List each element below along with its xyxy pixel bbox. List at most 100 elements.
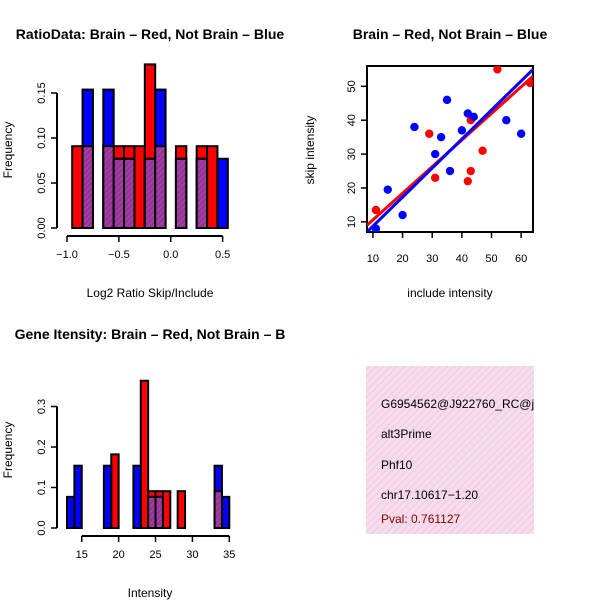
scatter-point-not-brain-1 <box>383 185 392 194</box>
ratio-y-tick-label-1: 0.05 <box>36 172 48 193</box>
ratio-overlap-bar-1 <box>102 145 115 229</box>
gene-intensity-ylabel: Frequency <box>1 422 15 479</box>
ratio-overlap-bar-4 <box>143 157 157 229</box>
scatter-plot-frame <box>366 65 534 233</box>
intensity-x-tick-label-1: 20 <box>113 549 125 561</box>
ratio-overlap-bar-5 <box>154 145 167 229</box>
scatter-xlabel: include intensity <box>407 286 492 300</box>
ratio-overlap-bar-6 <box>174 157 188 229</box>
scatter-fit-line-not-brain <box>367 68 533 232</box>
intensity-bar-not-brain-1 <box>73 464 83 529</box>
ratio-histogram-title: RatioData: Brain – Red, Not Brain – Blue <box>16 26 285 42</box>
ratio-bar-not-brain-8 <box>216 157 229 229</box>
scatter-point-not-brain-4 <box>430 149 440 159</box>
scatter-y-tick-label-3: 40 <box>346 114 358 126</box>
scatter-point-not-brain-5 <box>436 132 446 142</box>
intensity-bar-not-brain-3 <box>132 464 142 529</box>
scatter-title: Brain – Red, Not Brain – Blue <box>353 26 548 42</box>
intensity-bar-not-brain-0 <box>66 495 76 529</box>
scatter-y-tick-label-0: 10 <box>346 216 358 228</box>
ratio-y-tick-label-3: 0.15 <box>36 82 48 103</box>
scatter-ylabel: skip intensity <box>303 116 317 185</box>
intensity-bar-not-brain-7 <box>220 495 231 529</box>
scatter-x-tick-label-1: 20 <box>396 253 408 265</box>
intensity-y-tick-label-2: 0.2 <box>36 439 48 454</box>
intensity-y-tick-label-0: 0.0 <box>36 520 48 535</box>
ratio-bar-brain-0 <box>71 145 84 229</box>
intensity-overlap-bar-2 <box>213 490 223 529</box>
intensity-y-tick-label-3: 0.3 <box>36 399 48 414</box>
ratio-bar-brain-10 <box>206 145 219 229</box>
intensity-x-tick-label-3: 30 <box>186 549 198 561</box>
ratio-y-tick-label-0: 0.00 <box>36 217 48 238</box>
ratio-x-tick-label-2: 0.0 <box>163 249 178 261</box>
gene-name-text: Phf10 <box>381 458 413 472</box>
gene-intensity-xlabel: Intensity <box>128 586 173 600</box>
scatter-point-brain-0 <box>371 205 381 215</box>
scatter-point-brain-6 <box>478 146 487 155</box>
intensity-overlap-bar-0 <box>147 495 157 529</box>
ratio-overlap-bar-3 <box>123 157 136 229</box>
ratio-histogram-bars <box>71 63 229 229</box>
scatter-point-brain-1 <box>425 129 434 138</box>
scatter-point-brain-2 <box>430 173 440 182</box>
info-box-background <box>366 366 534 534</box>
scatter-point-not-brain-7 <box>445 166 455 176</box>
gene-intensity-axes: 15 20 25 30 35 0.0 0.1 0.2 0.3 <box>36 399 235 561</box>
intensity-scatter-panel: Brain – Red, Not Brain – Blue 10 20 30 40 50… <box>303 26 547 300</box>
scatter-y-tick-label-1: 20 <box>346 182 358 194</box>
pvalue-text: Pval: 0.761127 <box>381 512 460 526</box>
intensity-x-tick-label-0: 15 <box>76 549 88 561</box>
scatter-axes: 10 20 30 40 50 60 10 20 30 40 50 <box>346 80 527 265</box>
ratio-overlap-bar-7 <box>195 157 209 229</box>
scatter-point-brain-3 <box>463 176 472 186</box>
ratio-histogram-ylabel: Frequency <box>1 122 15 179</box>
probe-id-text: G6954562@J922760_RC@j_at <box>381 397 551 411</box>
ratio-y-tick-label-2: 0.10 <box>36 127 48 148</box>
scatter-point-not-brain-6 <box>442 95 452 105</box>
scatter-y-tick-label-2: 30 <box>346 148 358 160</box>
probe-info-box: G6954562@J922760_RC@j_at alt3Prime Phf10… <box>366 366 551 534</box>
ratio-histogram-axes: −1.0 −0.5 0.0 0.5 0.00 0.05 0.10 0.15 <box>36 82 230 261</box>
scatter-point-not-brain-12 <box>516 129 526 138</box>
ratio-histogram-xlabel: Log2 Ratio Skip/Include <box>87 286 214 300</box>
ratio-x-tick-label-0: −1.0 <box>56 249 78 261</box>
ratio-overlap-bar-0 <box>81 145 94 229</box>
scatter-point-not-brain-8 <box>457 126 467 135</box>
scatter-x-tick-label-2: 30 <box>426 253 438 265</box>
scatter-point-brain-8 <box>525 78 533 88</box>
ratio-bar-brain-5 <box>133 145 146 229</box>
event-type-text: alt3Prime <box>381 427 432 441</box>
scatter-point-not-brain-0 <box>371 224 381 232</box>
ratio-histogram-panel: RatioData: Brain – Red, Not Brain – Blue… <box>1 26 284 300</box>
chromosome-location-text: chr17.10617−1.20 <box>381 488 478 502</box>
intensity-x-tick-label-4: 35 <box>223 549 235 561</box>
intensity-bar-not-brain-2 <box>102 464 113 529</box>
scatter-point-not-brain-3 <box>410 122 419 132</box>
scatter-point-not-brain-11 <box>502 116 511 125</box>
scatter-x-tick-label-5: 60 <box>515 253 527 265</box>
scatter-point-brain-4 <box>466 166 475 176</box>
scatter-point-not-brain-2 <box>398 210 407 220</box>
intensity-bar-brain-5 <box>176 490 187 529</box>
scatter-x-tick-label-4: 50 <box>485 253 497 265</box>
gene-intensity-histogram-panel: Gene Itensity: Brain – Red, Not Brain – … <box>1 326 285 600</box>
scatter-x-tick-label-3: 40 <box>456 253 468 265</box>
intensity-y-tick-label-1: 0.1 <box>36 480 48 495</box>
gene-intensity-bars <box>66 379 231 529</box>
gene-intensity-title: Gene Itensity: Brain – Red, Not Brain – … <box>15 326 286 342</box>
ratio-x-tick-label-3: 0.5 <box>215 249 230 261</box>
scatter-point-brain-7 <box>493 66 502 74</box>
ratio-overlap-bar-2 <box>112 157 126 229</box>
scatter-marks <box>367 66 533 232</box>
scatter-y-tick-label-4: 50 <box>346 80 358 92</box>
scatter-x-tick-label-0: 10 <box>367 253 379 265</box>
intensity-x-tick-label-2: 25 <box>149 549 161 561</box>
intensity-overlap-bar-1 <box>154 495 164 529</box>
intensity-bar-brain-4 <box>161 490 172 529</box>
ratio-x-tick-label-1: −0.5 <box>108 249 130 261</box>
scatter-point-not-brain-10 <box>469 112 478 122</box>
intensity-bar-brain-0 <box>110 453 120 529</box>
intensity-bar-brain-1 <box>139 379 150 529</box>
